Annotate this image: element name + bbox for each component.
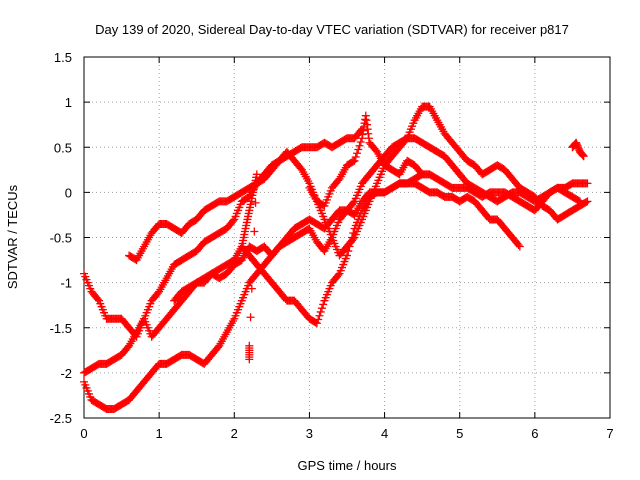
- data-point: [317, 304, 326, 313]
- data-point: [348, 233, 357, 242]
- x-axis-label: GPS time / hours: [298, 458, 397, 473]
- data-point: [350, 156, 359, 165]
- data-point: [515, 242, 524, 251]
- data-point: [416, 168, 425, 177]
- x-tick-label: 5: [456, 426, 463, 441]
- data-point: [583, 197, 592, 206]
- x-tick-label: 1: [156, 426, 163, 441]
- y-tick-label: -0.5: [50, 231, 72, 246]
- data-point: [343, 251, 351, 260]
- data-point: [582, 198, 591, 207]
- data-point: [312, 319, 321, 328]
- data-point: [93, 295, 102, 304]
- data-point: [349, 198, 358, 207]
- data-point: [579, 152, 588, 161]
- data-point: [246, 313, 255, 322]
- y-tick-label: -2.5: [50, 411, 72, 426]
- data-point: [514, 241, 523, 250]
- axis-ticks: 0 1 2 3 4 5 6 7 -2.5 -2 -1.5 -1 -0.5 0 0.5 1 1.5: [50, 50, 614, 441]
- data-point: [249, 256, 258, 265]
- data-point: [251, 198, 260, 207]
- data-point: [349, 228, 358, 237]
- series-track-d: [125, 102, 592, 265]
- data-point: [583, 179, 592, 188]
- grid: [84, 57, 610, 418]
- data-point: [334, 271, 343, 280]
- data-points: [80, 102, 592, 413]
- data-point: [355, 141, 364, 150]
- x-tick-label: 6: [531, 426, 538, 441]
- data-point: [314, 315, 323, 324]
- data-point: [344, 247, 353, 256]
- data-point: [354, 145, 363, 154]
- data-point: [351, 153, 360, 162]
- x-tick-label: 2: [231, 426, 238, 441]
- data-point: [315, 311, 324, 320]
- y-tick-label: 1: [65, 95, 72, 110]
- chart-title: Day 139 of 2020, Sidereal Day-to-day VTE…: [95, 22, 569, 37]
- x-tick-label: 3: [306, 426, 313, 441]
- data-point: [319, 300, 328, 309]
- y-tick-label: 0.5: [54, 140, 72, 155]
- data-point: [349, 157, 358, 166]
- x-tick-label: 0: [80, 426, 87, 441]
- data-point: [345, 242, 354, 251]
- data-point: [316, 307, 325, 316]
- x-tick-label: 4: [381, 426, 388, 441]
- data-point: [353, 149, 362, 158]
- y-tick-label: -1.5: [50, 321, 72, 336]
- y-tick-label: 1.5: [54, 50, 72, 65]
- y-axis-label: SDTVAR / TECUs: [5, 184, 20, 289]
- data-point: [247, 284, 256, 293]
- series-track-f: [237, 111, 588, 364]
- data-point: [346, 238, 355, 247]
- data-point: [401, 135, 410, 144]
- y-tick-label: -1: [60, 276, 72, 291]
- x-tick-label: 7: [606, 426, 613, 441]
- y-tick-label: -2: [60, 366, 72, 381]
- data-point: [250, 227, 259, 236]
- data-point: [356, 137, 365, 146]
- data-point: [418, 170, 427, 179]
- data-point: [229, 216, 238, 225]
- y-tick-label: 0: [65, 185, 72, 200]
- data-point: [245, 355, 254, 364]
- data-point: [252, 170, 261, 179]
